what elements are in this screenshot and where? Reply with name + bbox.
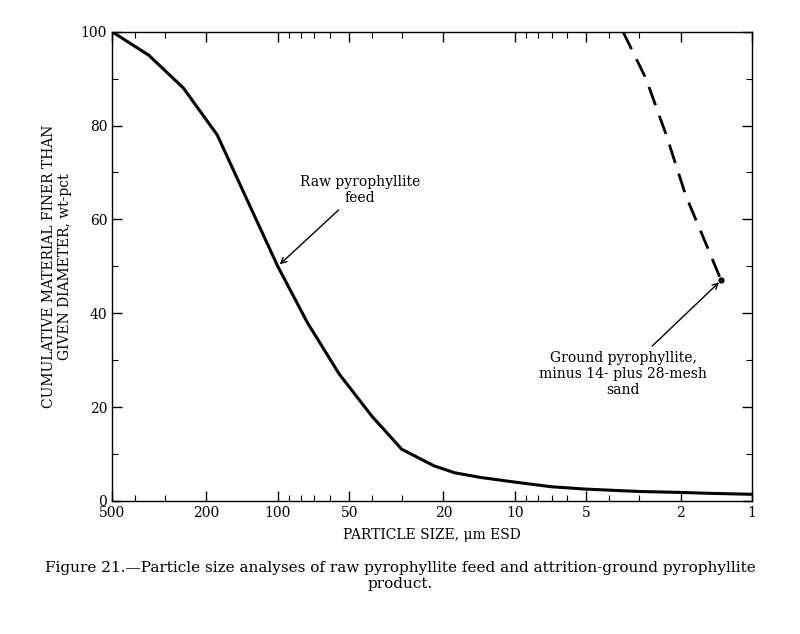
Text: Ground pyrophyllite,
minus 14- plus 28-mesh
sand: Ground pyrophyllite, minus 14- plus 28-m… — [539, 283, 718, 397]
X-axis label: PARTICLE SIZE, μm ESD: PARTICLE SIZE, μm ESD — [343, 528, 521, 542]
Y-axis label: CUMULATIVE MATERIAL FINER THAN
GIVEN DIAMETER, wt-pct: CUMULATIVE MATERIAL FINER THAN GIVEN DIA… — [42, 125, 73, 408]
Text: Figure 21.—Particle size analyses of raw pyrophyllite feed and attrition-ground : Figure 21.—Particle size analyses of raw… — [45, 561, 755, 592]
Text: Raw pyrophyllite
feed: Raw pyrophyllite feed — [281, 175, 420, 263]
